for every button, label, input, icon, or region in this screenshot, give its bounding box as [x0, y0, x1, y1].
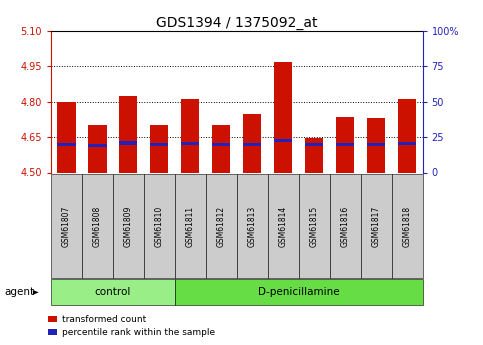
Bar [51, 174, 82, 278]
Text: GSM61811: GSM61811 [185, 205, 195, 247]
Title: GDS1394 / 1375092_at: GDS1394 / 1375092_at [156, 16, 317, 30]
Polygon shape [33, 290, 39, 295]
Text: control: control [95, 287, 131, 297]
Bar [82, 174, 113, 278]
Text: agent: agent [5, 287, 35, 297]
Text: GSM61812: GSM61812 [217, 205, 226, 247]
Bar [274, 62, 293, 172]
Bar [57, 102, 75, 172]
Bar [88, 144, 107, 147]
Bar [268, 174, 298, 278]
Text: GSM61818: GSM61818 [403, 205, 412, 247]
Bar [336, 117, 355, 172]
Text: GSM61815: GSM61815 [310, 205, 319, 247]
Bar [336, 143, 355, 146]
Bar [392, 174, 423, 278]
Bar [243, 143, 261, 146]
Text: percentile rank within the sample: percentile rank within the sample [62, 328, 215, 337]
Text: transformed count: transformed count [62, 315, 146, 324]
Bar [329, 174, 361, 278]
Bar [243, 114, 261, 172]
Text: GSM61814: GSM61814 [279, 205, 288, 247]
Bar [274, 139, 293, 142]
Bar [119, 141, 138, 145]
Bar [113, 174, 144, 278]
Bar [48, 329, 57, 335]
Bar [206, 174, 237, 278]
Bar [212, 143, 230, 146]
Bar [48, 316, 57, 322]
Bar [150, 143, 169, 146]
Bar [398, 142, 416, 145]
Bar [175, 174, 206, 278]
Text: GSM61807: GSM61807 [62, 205, 71, 247]
Bar [119, 96, 138, 172]
Text: GSM61813: GSM61813 [248, 205, 256, 247]
Bar [367, 143, 385, 146]
Text: GSM61817: GSM61817 [371, 205, 381, 247]
Bar [367, 118, 385, 172]
Bar [398, 99, 416, 172]
Text: GSM61808: GSM61808 [93, 205, 102, 247]
Bar [237, 174, 268, 278]
Text: D-penicillamine: D-penicillamine [258, 287, 340, 297]
Text: GSM61810: GSM61810 [155, 205, 164, 247]
Bar [51, 279, 175, 305]
Bar [298, 174, 329, 278]
Text: GSM61816: GSM61816 [341, 205, 350, 247]
Bar [175, 279, 423, 305]
Bar [212, 125, 230, 172]
Bar [57, 143, 75, 146]
Bar [361, 174, 392, 278]
Bar [88, 125, 107, 172]
Bar [181, 142, 199, 145]
Bar [305, 143, 324, 146]
Bar [144, 174, 175, 278]
Text: GSM61809: GSM61809 [124, 205, 133, 247]
Bar [305, 138, 324, 172]
Bar [150, 125, 169, 172]
Bar [181, 99, 199, 172]
